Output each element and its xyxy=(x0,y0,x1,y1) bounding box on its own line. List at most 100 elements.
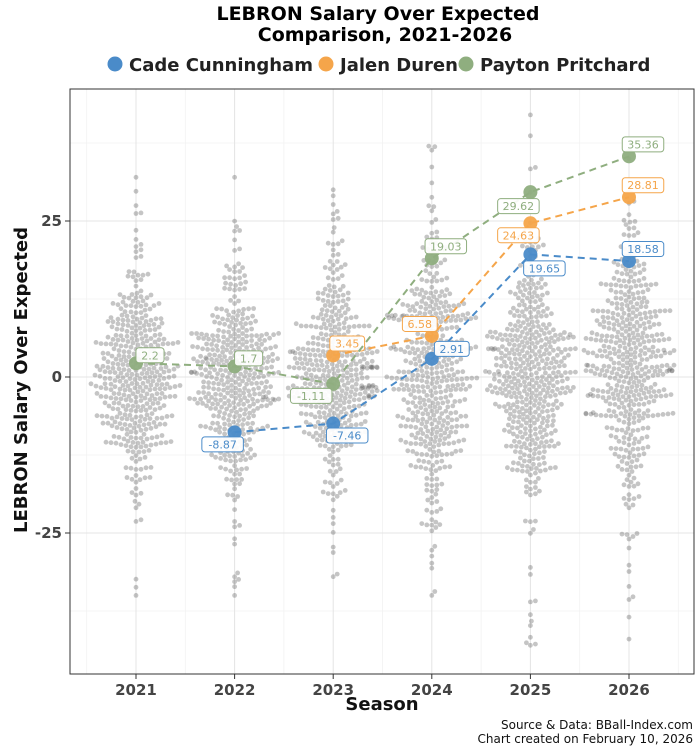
background-point xyxy=(112,370,118,375)
background-point xyxy=(506,422,511,428)
background-point xyxy=(441,358,447,364)
background-point xyxy=(357,359,363,364)
background-point xyxy=(369,389,375,394)
background-point xyxy=(423,306,429,312)
background-point xyxy=(619,332,625,338)
background-point xyxy=(637,361,643,367)
background-point xyxy=(538,429,543,435)
background-point xyxy=(516,461,521,466)
background-point xyxy=(454,324,460,330)
background-point xyxy=(102,381,108,387)
background-point xyxy=(536,476,541,481)
background-point xyxy=(627,412,633,417)
background-point xyxy=(143,333,149,339)
background-point xyxy=(116,434,122,440)
background-point xyxy=(513,356,518,362)
background-point xyxy=(244,333,250,339)
background-point xyxy=(433,491,439,497)
background-point xyxy=(420,431,426,436)
background-point xyxy=(534,285,539,291)
background-point xyxy=(503,332,508,338)
background-point xyxy=(208,406,214,411)
background-point xyxy=(154,369,160,375)
background-point xyxy=(345,296,351,302)
background-point xyxy=(433,396,439,402)
background-point xyxy=(195,400,201,406)
background-point xyxy=(309,362,315,367)
background-point xyxy=(427,271,433,276)
background-point xyxy=(583,410,589,416)
background-point xyxy=(424,434,430,439)
background-point xyxy=(330,521,336,526)
background-point xyxy=(630,372,636,377)
background-point xyxy=(548,465,553,471)
background-point xyxy=(140,404,146,409)
background-point xyxy=(398,423,404,429)
background-point xyxy=(559,401,564,407)
background-point xyxy=(126,393,132,399)
background-point xyxy=(512,438,517,444)
background-point xyxy=(490,334,495,340)
background-point xyxy=(612,375,618,381)
background-point xyxy=(172,384,178,389)
background-point xyxy=(425,384,431,390)
background-point xyxy=(234,467,240,473)
background-point xyxy=(525,414,530,420)
background-point xyxy=(618,289,624,295)
background-point xyxy=(426,143,432,149)
background-point xyxy=(138,210,144,216)
background-point xyxy=(434,424,440,430)
background-point xyxy=(495,390,500,396)
background-point xyxy=(232,228,238,234)
background-point xyxy=(236,328,242,333)
background-point xyxy=(121,392,127,398)
background-point xyxy=(418,464,424,470)
background-point xyxy=(128,429,134,435)
background-point xyxy=(626,436,632,442)
background-point xyxy=(216,387,222,392)
background-point xyxy=(330,366,336,372)
background-point xyxy=(429,194,435,200)
background-point xyxy=(429,208,435,214)
background-point xyxy=(221,415,227,421)
background-point xyxy=(616,454,622,459)
background-point xyxy=(626,402,632,408)
background-point xyxy=(660,371,666,377)
background-point xyxy=(517,351,522,357)
background-point xyxy=(319,437,325,443)
background-point xyxy=(424,379,430,385)
background-point xyxy=(128,303,134,309)
background-point xyxy=(326,283,332,288)
data-label-group: -7.46 xyxy=(325,427,369,444)
background-point xyxy=(566,335,571,340)
background-point xyxy=(641,451,647,457)
background-point xyxy=(446,433,452,439)
background-point xyxy=(628,274,634,280)
background-point xyxy=(370,383,376,388)
background-point xyxy=(492,346,498,351)
background-point xyxy=(614,371,620,377)
background-point xyxy=(236,308,242,314)
background-point xyxy=(426,398,432,403)
background-point xyxy=(494,362,499,368)
background-point xyxy=(133,473,139,478)
background-point xyxy=(588,336,594,342)
background-point xyxy=(522,344,527,349)
background-point xyxy=(129,476,135,482)
background-point xyxy=(318,331,324,337)
background-point xyxy=(606,326,612,331)
background-point xyxy=(541,455,546,460)
background-point xyxy=(437,415,443,421)
background-point xyxy=(424,482,430,487)
background-point xyxy=(531,461,536,467)
background-point xyxy=(325,240,331,246)
background-point xyxy=(520,374,525,380)
background-point xyxy=(515,404,520,410)
background-point xyxy=(588,391,593,397)
background-point xyxy=(307,352,313,358)
background-point xyxy=(533,431,538,437)
background-point xyxy=(546,385,551,391)
background-point xyxy=(517,414,522,420)
background-point xyxy=(327,288,333,293)
background-point xyxy=(500,344,505,349)
